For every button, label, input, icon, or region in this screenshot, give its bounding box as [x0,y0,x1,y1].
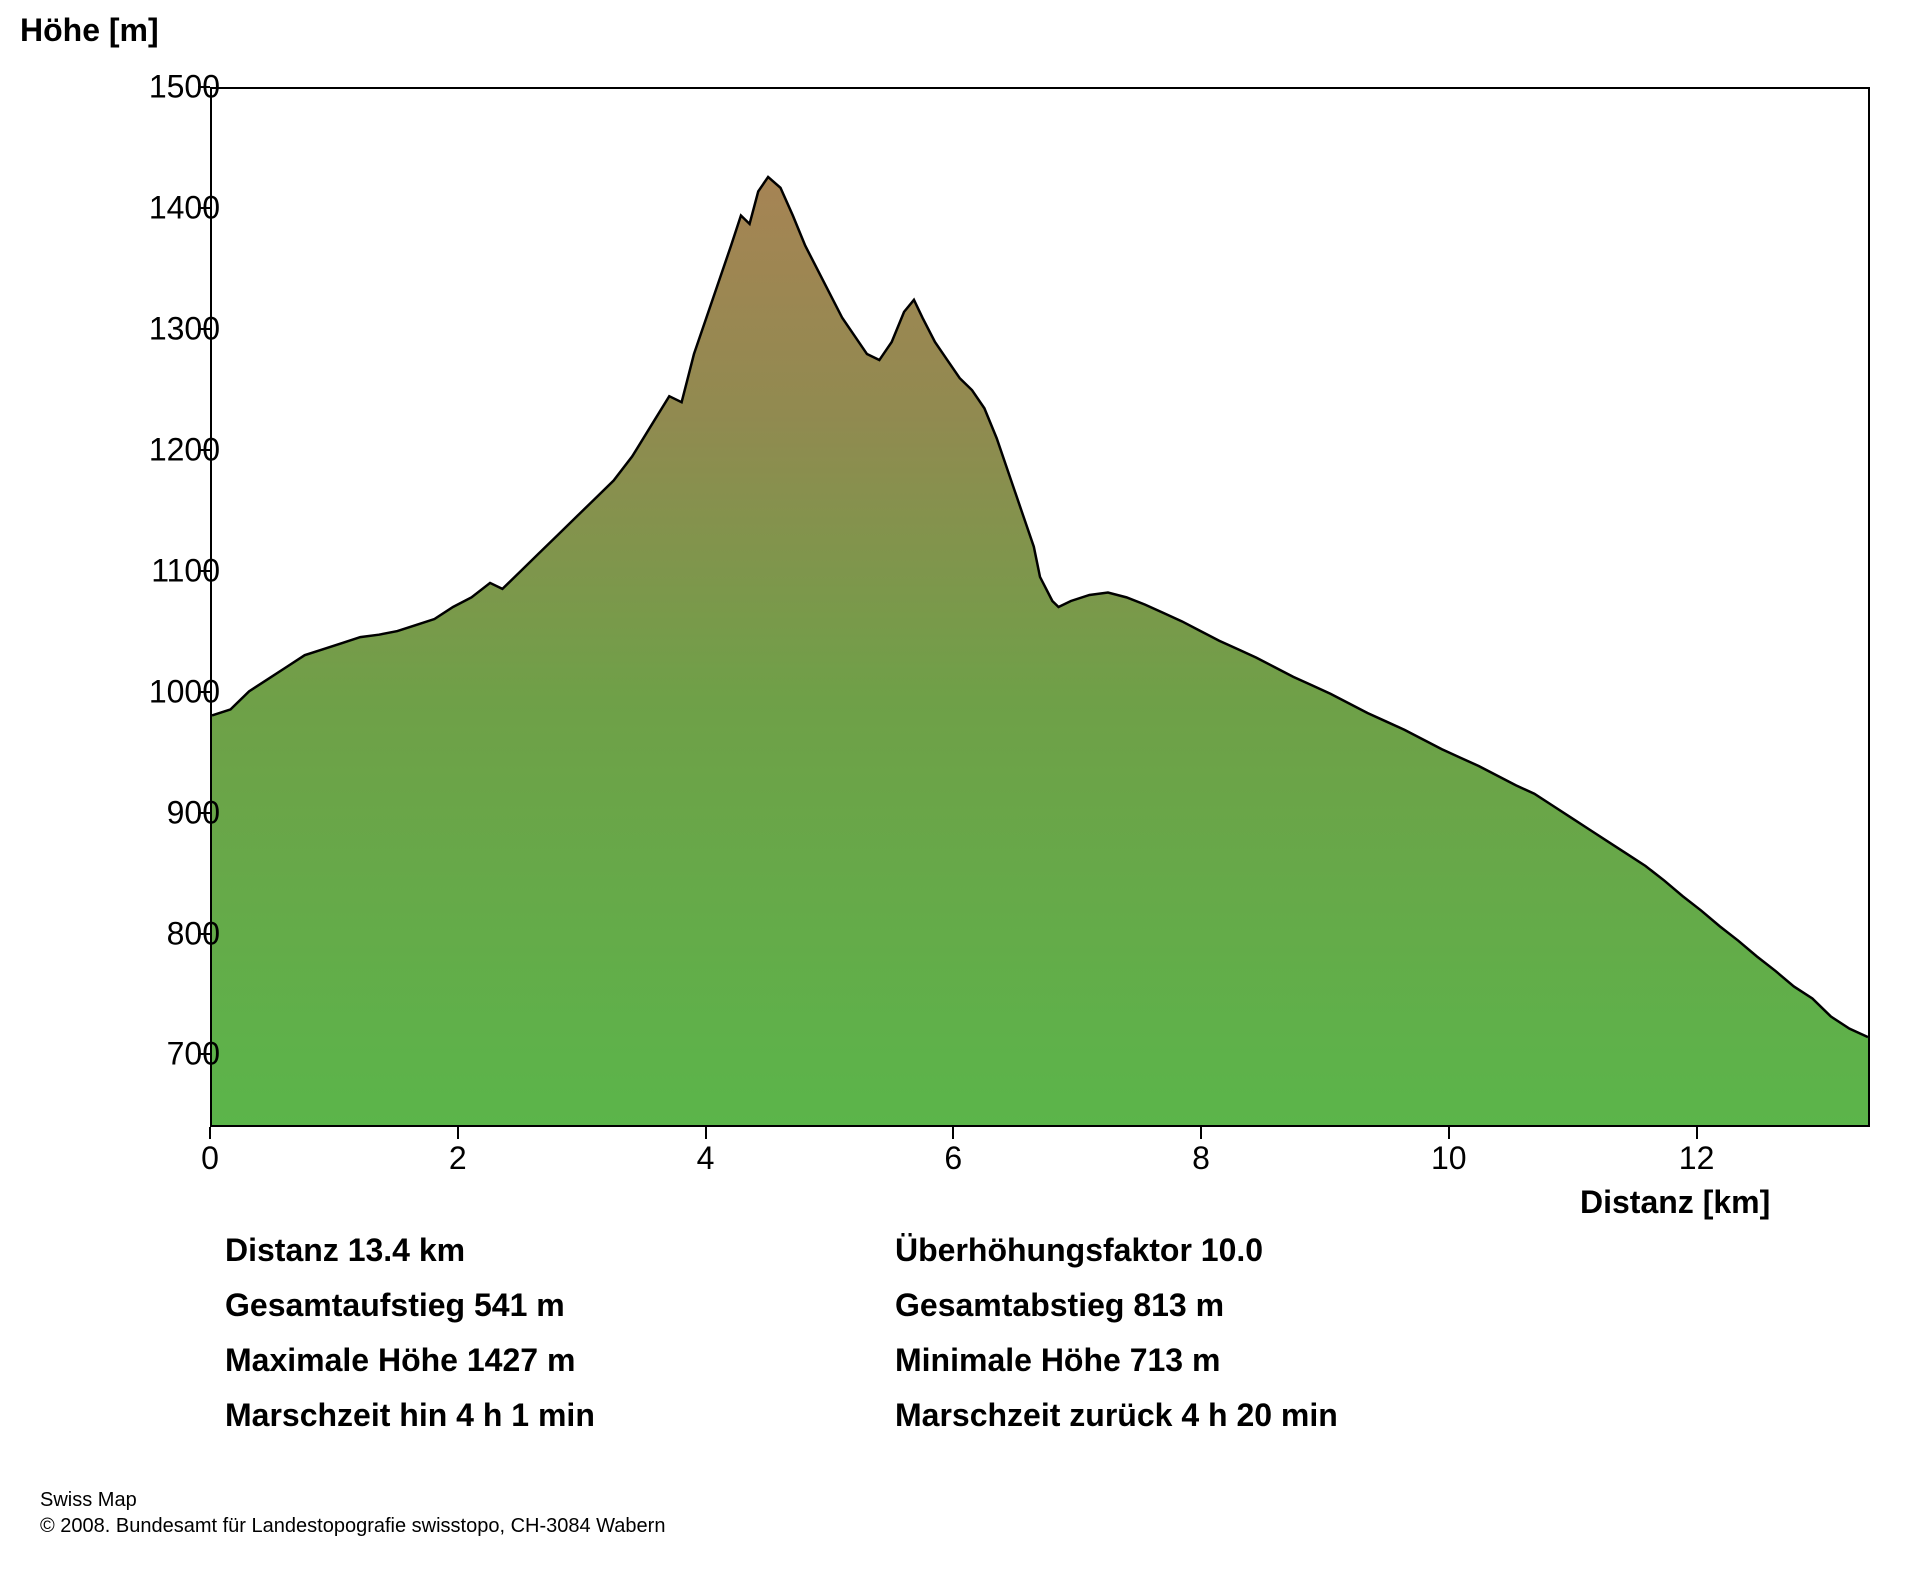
y-tick-mark [198,812,210,814]
stats-label: Gesamtaufstieg [225,1287,465,1323]
x-tick-label: 10 [1431,1140,1467,1177]
stats-right-cell: Minimale Höhe 713 m [895,1342,1825,1379]
x-tick-mark [1200,1127,1202,1139]
stats-row: Marschzeit hin 4 h 1 minMarschzeit zurüc… [225,1397,1825,1434]
x-tick-label: 4 [697,1140,715,1177]
stats-left-cell: Distanz 13.4 km [225,1232,895,1269]
stats-label: Marschzeit zurück [895,1397,1172,1433]
y-tick-mark [198,449,210,451]
y-tick-mark [198,207,210,209]
y-tick-label: 700 [167,1036,220,1073]
stats-block: Distanz 13.4 kmÜberhöhungsfaktor 10.0Ges… [225,1232,1825,1452]
stats-left-cell: Maximale Höhe 1427 m [225,1342,895,1379]
stats-label: Überhöhungsfaktor [895,1232,1192,1268]
x-tick-mark [705,1127,707,1139]
stats-right-cell: Überhöhungsfaktor 10.0 [895,1232,1825,1269]
x-tick-mark [457,1127,459,1139]
y-axis-title: Höhe [m] [20,12,159,49]
y-tick-mark [198,933,210,935]
x-tick-label: 12 [1679,1140,1715,1177]
y-tick-mark [198,570,210,572]
stats-right-cell: Marschzeit zurück 4 h 20 min [895,1397,1825,1434]
y-tick-mark [198,86,210,88]
plot-area [210,87,1870,1127]
y-tick-mark [198,691,210,693]
stats-value: 713 m [1121,1342,1221,1378]
footer-line1: Swiss Map [40,1487,665,1513]
x-tick-label: 0 [201,1140,219,1177]
y-tick-mark [198,328,210,330]
x-tick-label: 6 [944,1140,962,1177]
stats-value: 4 h 20 min [1172,1397,1337,1433]
stats-label: Distanz [225,1232,339,1268]
stats-value: 13.4 km [339,1232,465,1268]
x-tick-label: 2 [449,1140,467,1177]
stats-row: Distanz 13.4 kmÜberhöhungsfaktor 10.0 [225,1232,1825,1269]
stats-value: 813 m [1124,1287,1224,1323]
stats-left-cell: Marschzeit hin 4 h 1 min [225,1397,895,1434]
x-tick-mark [1448,1127,1450,1139]
x-tick-mark [952,1127,954,1139]
y-tick-label: 800 [167,915,220,952]
footer-credit: Swiss Map © 2008. Bundesamt für Landesto… [40,1487,665,1539]
x-tick-mark [209,1127,211,1139]
x-tick-label: 8 [1192,1140,1210,1177]
elevation-chart-container: Höhe [m] 7008009001000110012001300140015… [20,12,1900,1552]
stats-row: Maximale Höhe 1427 mMinimale Höhe 713 m [225,1342,1825,1379]
x-axis-title: Distanz [km] [1580,1184,1770,1221]
stats-row: Gesamtaufstieg 541 mGesamtabstieg 813 m [225,1287,1825,1324]
x-tick-mark [1696,1127,1698,1139]
footer-line2: © 2008. Bundesamt für Landestopografie s… [40,1513,665,1539]
elevation-area-svg [212,89,1868,1125]
stats-label: Marschzeit hin [225,1397,447,1433]
stats-value: 1427 m [458,1342,575,1378]
stats-left-cell: Gesamtaufstieg 541 m [225,1287,895,1324]
y-tick-label: 900 [167,794,220,831]
stats-value: 10.0 [1192,1232,1263,1268]
stats-right-cell: Gesamtabstieg 813 m [895,1287,1825,1324]
stats-label: Maximale Höhe [225,1342,458,1378]
stats-label: Gesamtabstieg [895,1287,1124,1323]
stats-value: 541 m [465,1287,565,1323]
y-tick-mark [198,1053,210,1055]
stats-label: Minimale Höhe [895,1342,1121,1378]
stats-value: 4 h 1 min [447,1397,595,1433]
